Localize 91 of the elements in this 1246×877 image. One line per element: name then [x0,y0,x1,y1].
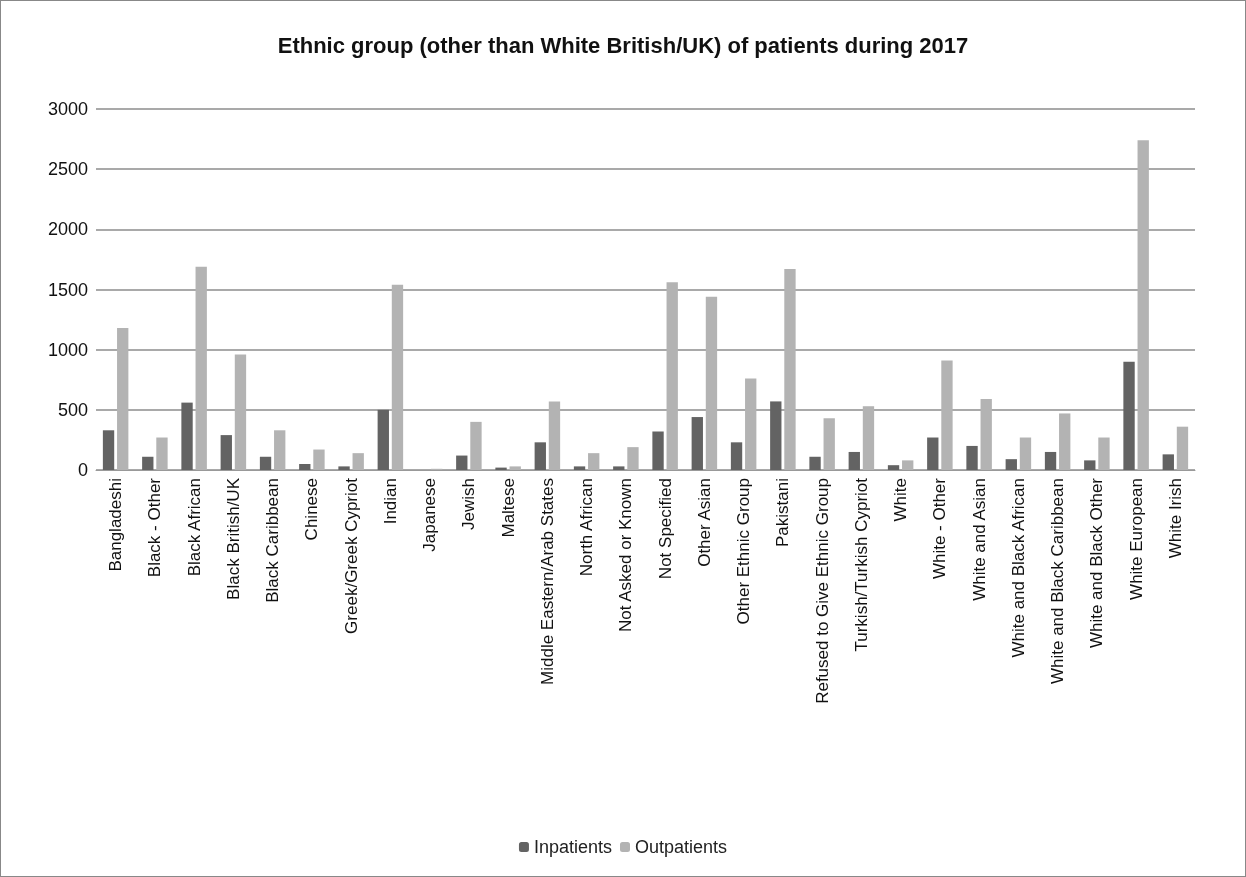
x-tick-label: Not Specified [655,478,675,580]
y-tick-label: 2000 [47,219,88,240]
bar [980,399,992,470]
bar [1005,459,1017,470]
bar [613,466,625,470]
bar [1098,437,1110,470]
bar [102,430,115,470]
x-tick-label: Pakistani [773,478,793,547]
x-tick-label: Greek/Greek Cypriot [341,477,361,634]
bar [1084,460,1096,470]
bar [705,296,718,470]
y-tick-label: 3000 [47,99,88,119]
bar [391,284,404,470]
y-tick-label: 500 [57,399,88,420]
bar [1044,451,1057,470]
bar [652,431,664,470]
x-tick-label: White and Black African [1008,478,1028,658]
bar [1137,140,1149,470]
bar [456,455,468,470]
bar [627,447,639,470]
x-tick-label: Black - Other [145,477,165,578]
bar [691,417,703,470]
x-tick-label: Not Asked or Known [616,478,636,633]
x-tick-label: White - Other [930,477,950,580]
x-tick-label: Bangladeshi [106,478,126,572]
bar [1123,361,1135,470]
x-tick-label: White [891,478,911,522]
bar [548,401,561,470]
bar [377,409,389,470]
x-tick-label: Chinese [302,478,322,541]
bar [181,402,193,470]
bar [195,266,207,470]
chart-title: Ethnic group (other than White British/UK) of patients during 2017 [277,32,969,58]
x-tick-label: Black Caribbean [263,478,283,603]
bar [588,453,600,470]
y-tick-label: 1000 [47,339,88,360]
y-tick-label: 0 [77,460,88,480]
bar [573,466,586,470]
bar [1019,437,1032,470]
x-tick-label: Maltese [498,478,518,538]
x-tick-label: Refused to Give Ethnic Group [812,478,832,704]
x-tick-label: White and Asian [969,478,989,601]
bar [117,328,129,470]
bar [770,401,782,470]
x-tick-label: Jewish [459,478,479,530]
x-tick-label: White and Black Other [1087,477,1107,649]
x-tick-label: Turkish/Turkish Cypriot [851,477,871,652]
bar [1059,413,1071,470]
bar [220,435,232,470]
x-tick-label: White European [1126,478,1146,600]
bar [823,418,835,470]
bar [1176,426,1189,470]
bar [274,430,286,470]
x-tick-label: Middle Eastern/Arab States [537,478,557,685]
bar [1162,454,1174,470]
bar [313,449,325,470]
x-tick-label: North African [577,478,597,577]
bar [887,465,900,470]
x-tick-label: Black African [184,478,204,577]
bar [927,437,939,470]
bar [338,466,350,470]
bar [666,282,678,470]
legend-label: Inpatients [533,837,613,857]
bar [809,456,821,470]
bar [470,421,482,470]
bar [745,378,757,470]
bar [784,269,796,470]
bar [941,360,953,470]
x-tick-label: Japanese [420,478,440,552]
x-tick-label: White and Black Caribbean [1048,478,1068,685]
bar [142,456,154,470]
bar [848,451,860,470]
bar [234,354,247,470]
x-tick-label: Black British/UK [223,477,243,600]
legend-label: Outpatients [635,837,728,857]
x-tick-label: White Irish [1165,478,1185,559]
bar [299,463,311,470]
x-tick-label: Other Asian [694,478,714,567]
y-tick-label: 2500 [47,159,88,180]
bar [509,466,521,470]
bar [966,445,978,470]
x-tick-label: Other Ethnic Group [734,478,754,625]
bar [156,437,168,470]
bar [862,406,875,470]
bar [902,460,914,470]
x-tick-label: Indian [380,478,400,525]
y-tick-label: 1500 [47,279,88,300]
bar [352,453,364,470]
bar [730,442,743,470]
bar [259,456,272,470]
bar [534,442,546,470]
